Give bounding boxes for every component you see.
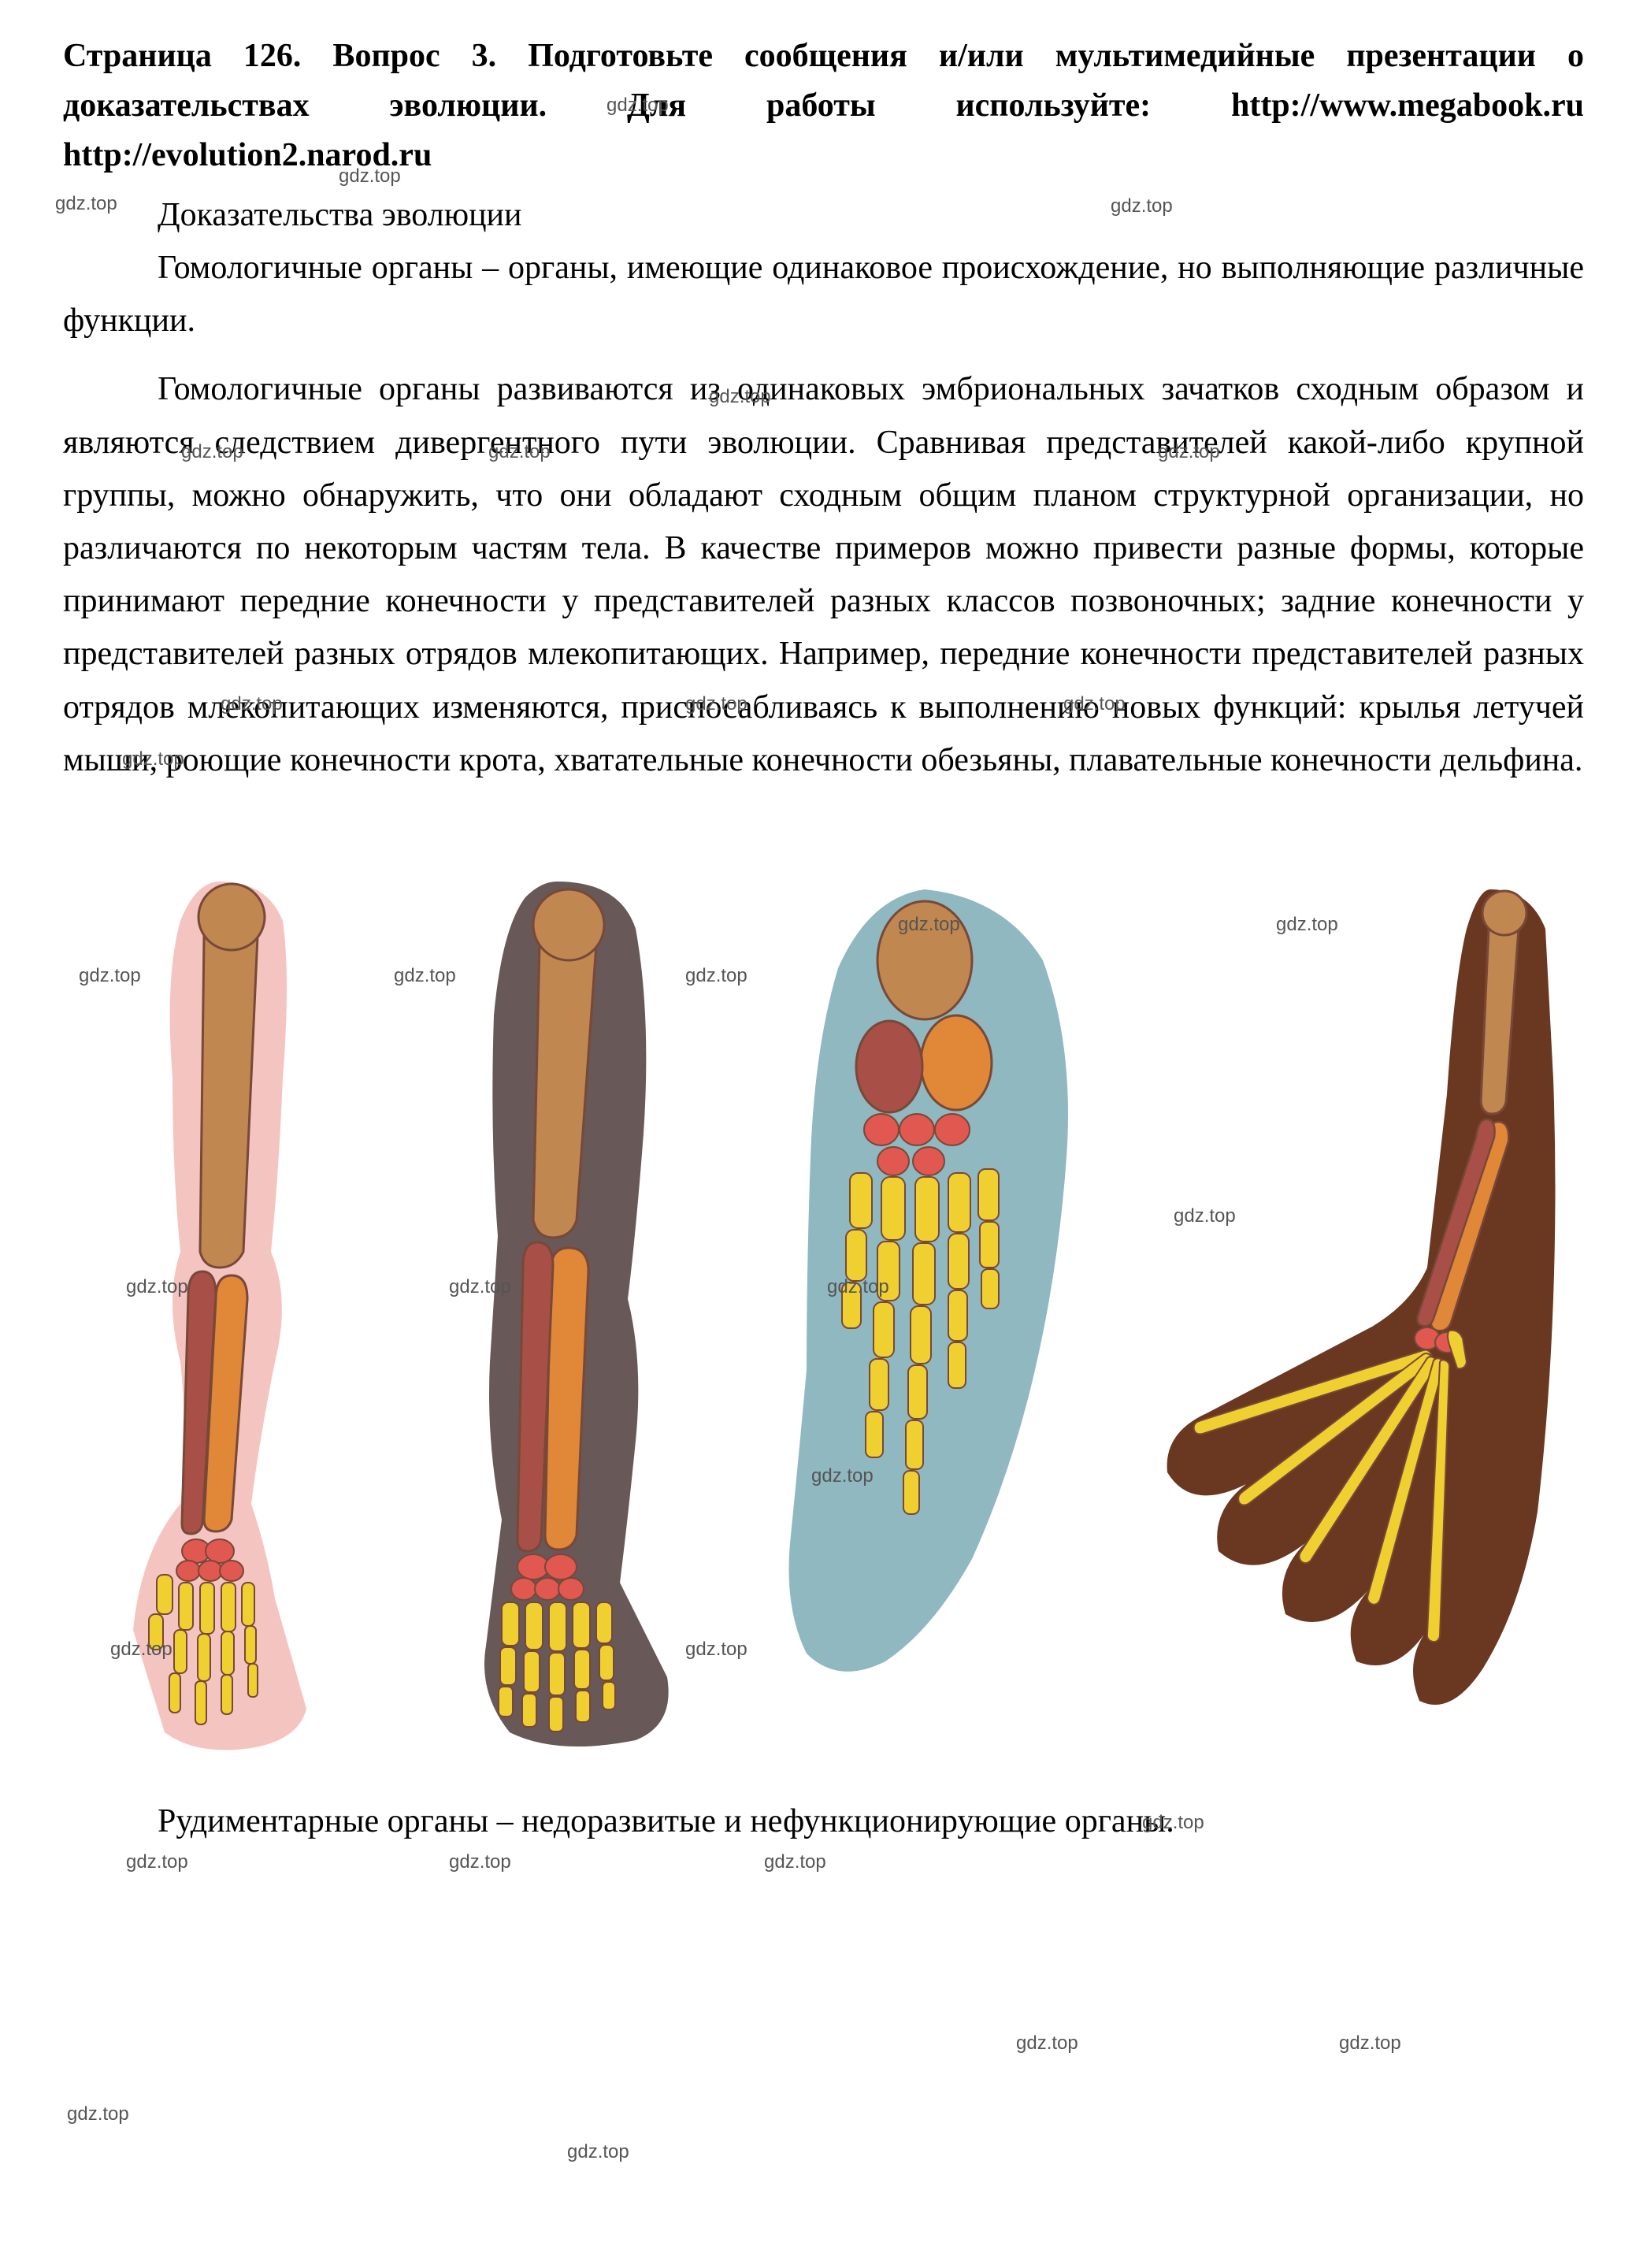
dog-leg-svg bbox=[399, 858, 714, 1764]
watermark-text: gdz.top bbox=[1016, 2032, 1078, 2055]
watermark-text: gdz.top bbox=[1339, 2032, 1401, 2055]
homologous-limbs-illustration bbox=[63, 834, 1584, 1764]
bat-wing-svg bbox=[1136, 858, 1577, 1764]
watermark-text: gdz.top bbox=[55, 193, 117, 215]
humerus-head bbox=[198, 884, 265, 950]
watermark-text: gdz.top bbox=[67, 2103, 129, 2125]
ulna bbox=[856, 1021, 922, 1112]
subtitle: Доказательства эволюции bbox=[158, 196, 1584, 234]
watermark-text: gdz.top bbox=[126, 1851, 188, 1873]
watermark-text: gdz.top bbox=[567, 2141, 629, 2163]
paragraph-2: Гомологичные органы развиваются из одина… bbox=[63, 363, 1584, 787]
paragraph-1: Гомологичные органы – органы, имеющие од… bbox=[63, 242, 1584, 347]
whale-flipper-svg bbox=[728, 858, 1122, 1764]
humerus-head bbox=[1482, 891, 1526, 935]
radius bbox=[921, 1015, 992, 1110]
watermark-text: gdz.top bbox=[449, 1851, 511, 1873]
paragraph-3: Рудиментарные органы – недоразвитые и не… bbox=[63, 1795, 1584, 1848]
humerus bbox=[877, 901, 972, 1019]
human-arm-svg bbox=[70, 858, 385, 1764]
watermark-text: gdz.top bbox=[764, 1851, 826, 1873]
humerus-head bbox=[533, 889, 604, 960]
heading-line1: Страница 126. Вопрос 3. Подготовьте сооб… bbox=[63, 38, 1024, 74]
question-heading: Страница 126. Вопрос 3. Подготовьте сооб… bbox=[63, 32, 1584, 180]
